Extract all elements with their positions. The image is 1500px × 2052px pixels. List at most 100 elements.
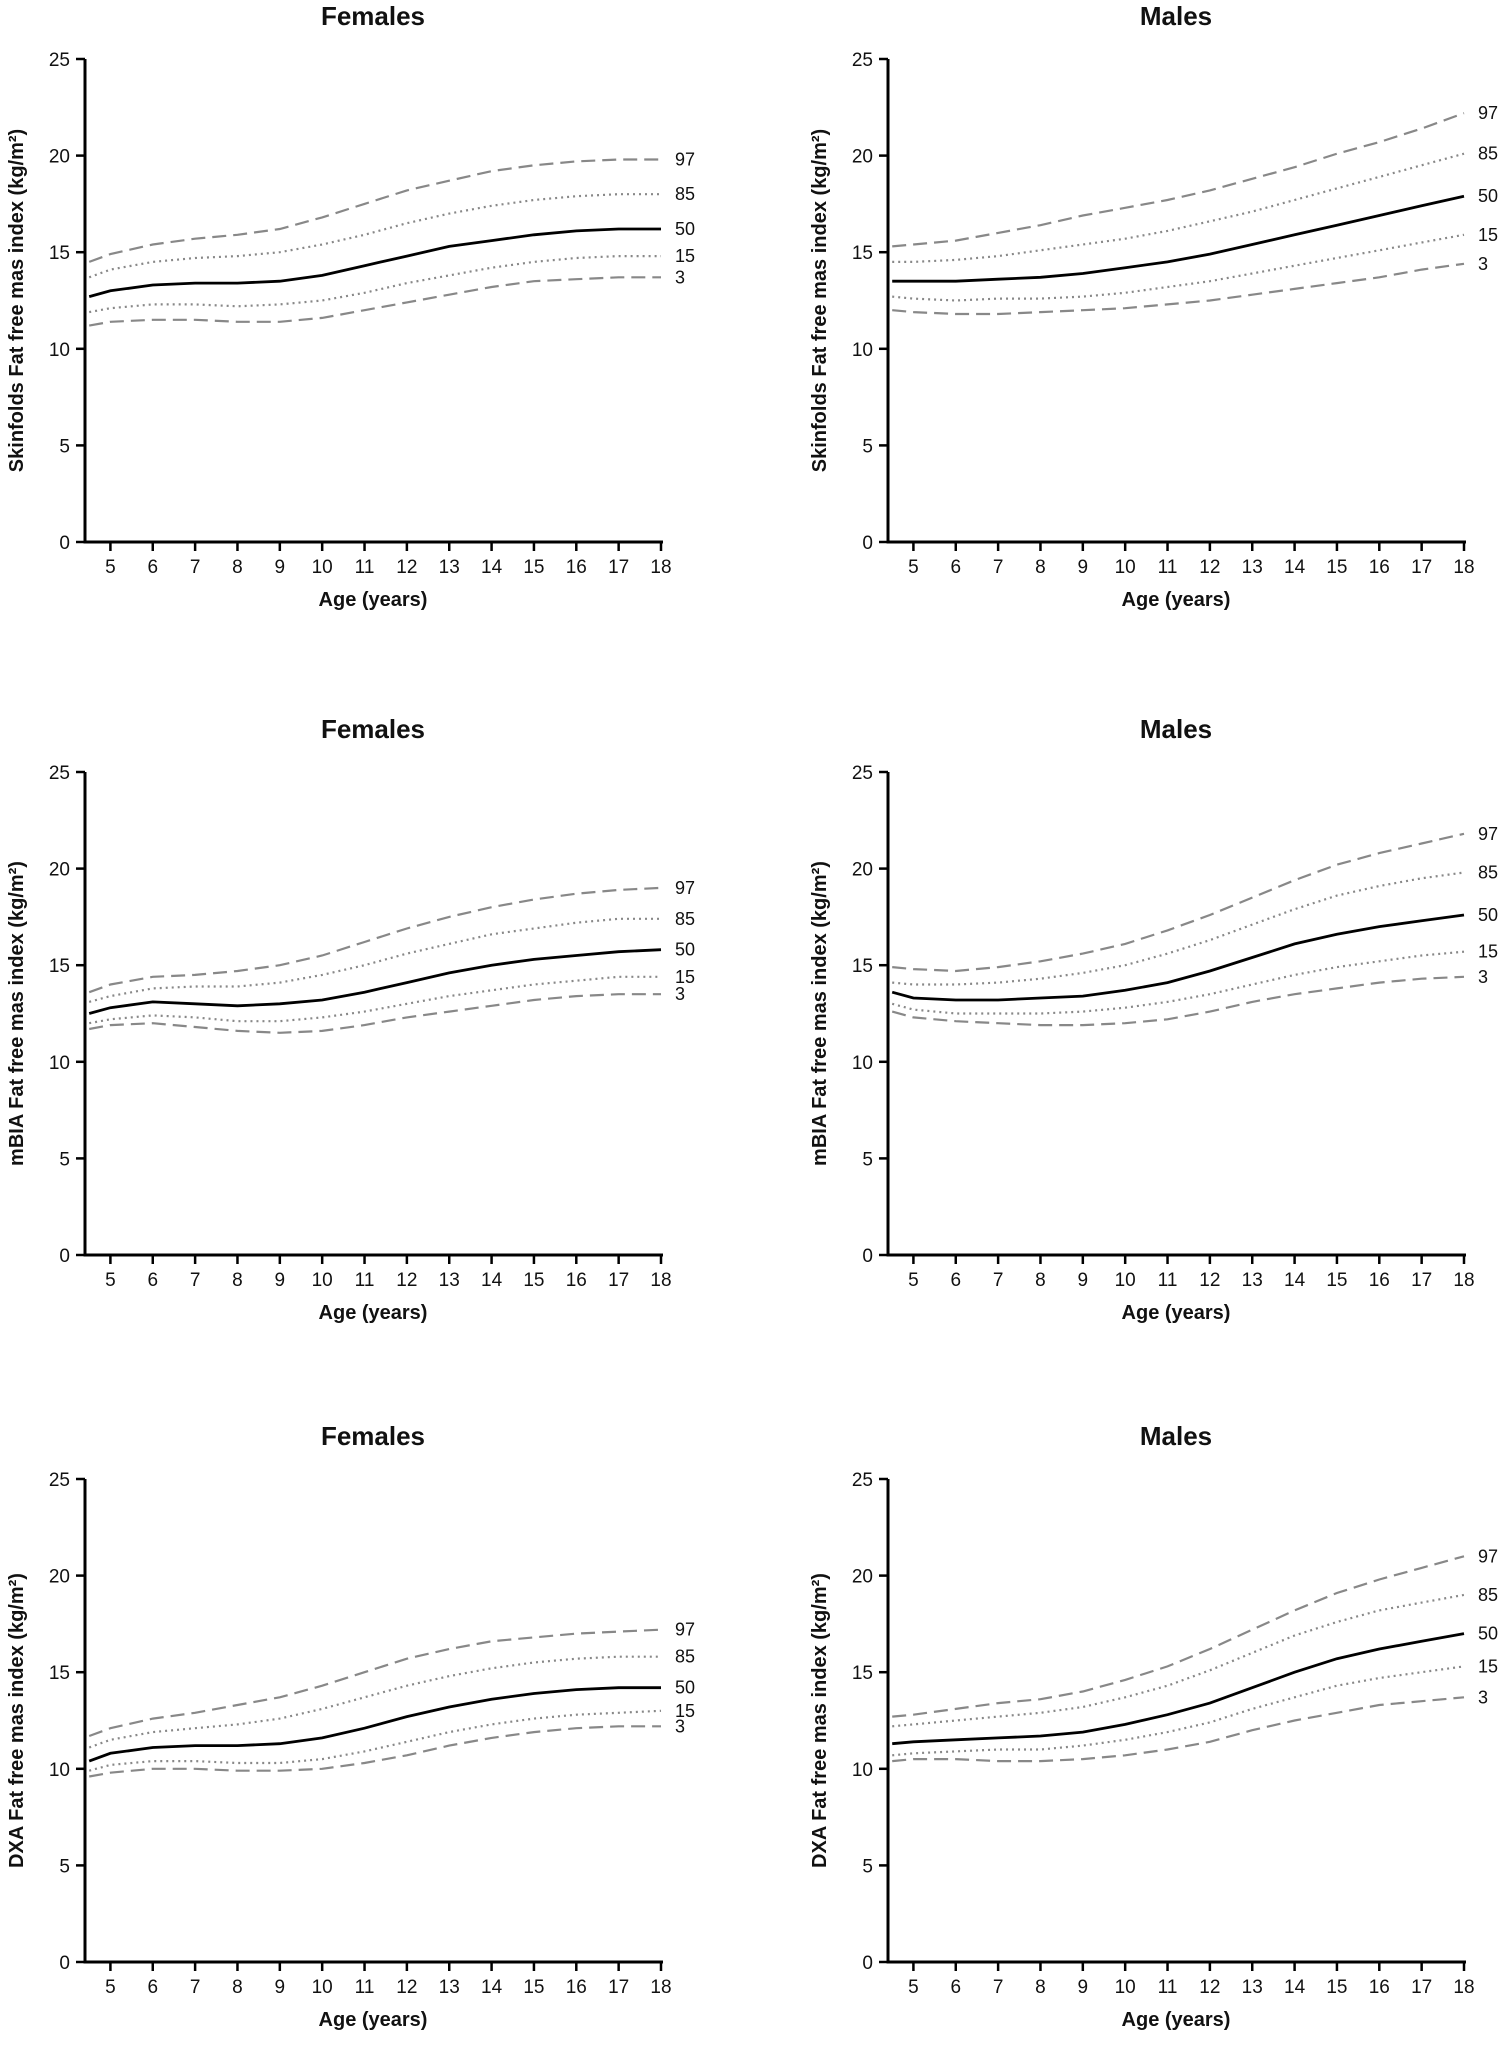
x-tick-label: 17 [1411, 557, 1432, 578]
percentile-line [892, 112, 1465, 248]
x-tick-label: 10 [312, 1270, 333, 1291]
x-tick-label: 16 [566, 1977, 587, 1998]
y-tick-label: 10 [49, 340, 70, 361]
x-tick-label: 10 [312, 1977, 333, 1998]
x-tick-label: 14 [1284, 1270, 1306, 1291]
x-tick-label: 16 [1369, 1270, 1390, 1291]
y-tick-label: 25 [49, 1470, 70, 1491]
percentile-line [892, 1593, 1465, 1728]
x-tick-label: 5 [908, 1977, 919, 1998]
series-label: 3 [675, 267, 685, 287]
x-tick-label: 5 [105, 557, 116, 578]
y-tick-label: 0 [59, 1953, 70, 1974]
x-tick-label: 17 [608, 557, 629, 578]
y-tick-label: 5 [59, 436, 70, 457]
x-tick-label: 14 [481, 1270, 503, 1291]
series-label: 97 [675, 878, 695, 898]
series-label: 3 [1478, 254, 1488, 274]
series-label: 97 [675, 1620, 695, 1640]
series-label: 97 [1478, 1546, 1498, 1566]
x-tick-label: 11 [355, 557, 375, 578]
chart-title: Females [321, 714, 425, 744]
x-tick-label: 11 [355, 1977, 375, 1998]
percentile-line [892, 262, 1465, 316]
x-tick-label: 16 [1369, 557, 1390, 578]
percentile-line [891, 950, 1465, 1015]
x-tick-label: 10 [1115, 557, 1136, 578]
x-tick-label: 13 [1242, 1977, 1263, 1998]
x-tick-label: 12 [396, 1977, 417, 1998]
x-tick-label: 7 [993, 557, 1004, 578]
x-tick-label: 10 [312, 557, 333, 578]
series-label: 50 [1478, 1624, 1498, 1644]
chart-panel: Males 0 5 10 15 20 25 5 6 7 8 9 10 11 12 13 14 15 16 17 18 Ag… [809, 1, 1498, 611]
x-tick-label: 13 [439, 1977, 460, 1998]
chart-panel: Females 0 5 10 15 20 25 5 6 7 8 9 10 11 12 13 14 15 16 17 18… [6, 1421, 695, 2031]
x-tick-label: 7 [993, 1270, 1004, 1291]
series-label: 3 [675, 984, 685, 1004]
chart-panel: Females 0 5 10 15 20 25 5 6 7 8 9 10 11 12 13 14 15 16 17 18… [6, 714, 695, 1324]
x-tick-label: 18 [1453, 1977, 1474, 1998]
x-axis-label: Age (years) [1122, 1302, 1231, 1324]
percentile-line [88, 193, 661, 279]
chart-title: Males [1140, 1, 1212, 31]
percentile-line [892, 1665, 1465, 1757]
series-label: 50 [1478, 186, 1498, 206]
x-tick-label: 13 [1242, 557, 1263, 578]
x-tick-label: 5 [908, 1270, 919, 1291]
series-label: 85 [675, 1647, 695, 1667]
y-axis-label: mBIA Fat free mas index (kg/m²) [809, 861, 831, 1166]
x-tick-label: 17 [608, 1977, 629, 1998]
y-tick-label: 0 [862, 1953, 873, 1974]
y-tick-label: 10 [49, 1053, 70, 1074]
y-axis-label: DXA Fat free mas index (kg/m²) [6, 1573, 28, 1868]
y-tick-label: 20 [49, 860, 70, 881]
series-label: 3 [675, 1716, 685, 1736]
x-tick-label: 13 [1242, 1270, 1263, 1291]
x-tick-label: 11 [1158, 557, 1178, 578]
x-tick-label: 15 [1326, 1977, 1347, 1998]
y-tick-label: 20 [49, 1567, 70, 1588]
series-label: 85 [675, 909, 695, 929]
x-tick-label: 18 [650, 1977, 671, 1998]
x-tick-label: 11 [1158, 1977, 1178, 1998]
x-tick-label: 6 [950, 1270, 961, 1291]
series-label: 97 [1478, 824, 1498, 844]
y-tick-label: 10 [49, 1760, 70, 1781]
x-tick-label: 8 [232, 1270, 243, 1291]
series-label: 50 [675, 1678, 695, 1698]
x-tick-label: 9 [275, 557, 286, 578]
x-tick-label: 7 [190, 1270, 201, 1291]
x-tick-label: 18 [650, 1270, 671, 1291]
series-label: 15 [675, 246, 695, 266]
percentile-line [89, 975, 661, 1025]
x-tick-label: 5 [908, 557, 919, 578]
series-label: 85 [1478, 144, 1498, 164]
percentile-line [892, 1696, 1465, 1763]
series-label: 97 [1478, 103, 1498, 123]
percentile-line [88, 1655, 661, 1749]
x-tick-label: 11 [1158, 1270, 1178, 1291]
x-tick-label: 9 [1078, 1270, 1089, 1291]
y-tick-label: 20 [852, 147, 873, 168]
series-label: 15 [675, 967, 695, 987]
y-tick-label: 15 [852, 956, 873, 977]
y-tick-label: 15 [852, 1663, 873, 1684]
percentile-line [89, 993, 661, 1034]
chart-panel: Males 0 5 10 15 20 25 5 6 7 8 9 10 11 12 13 14 15 16 17 18 Ag… [809, 1421, 1498, 2031]
y-tick-label: 15 [49, 1663, 70, 1684]
x-tick-label: 9 [1078, 1977, 1089, 1998]
series-label: 50 [1478, 905, 1498, 925]
series-label: 3 [1478, 967, 1488, 987]
y-tick-label: 5 [59, 1149, 70, 1170]
series-label: 50 [675, 940, 695, 960]
x-tick-label: 16 [566, 1270, 587, 1291]
percentile-line [88, 886, 662, 994]
y-tick-label: 15 [49, 243, 70, 264]
y-axis-label: Skinfolds Fat free mas index (kg/m²) [6, 129, 28, 472]
percentile-line [891, 975, 1465, 1027]
percentile-line [88, 1628, 662, 1738]
x-tick-label: 5 [105, 1270, 116, 1291]
percentile-line [892, 1632, 1465, 1746]
y-tick-label: 0 [862, 533, 873, 554]
